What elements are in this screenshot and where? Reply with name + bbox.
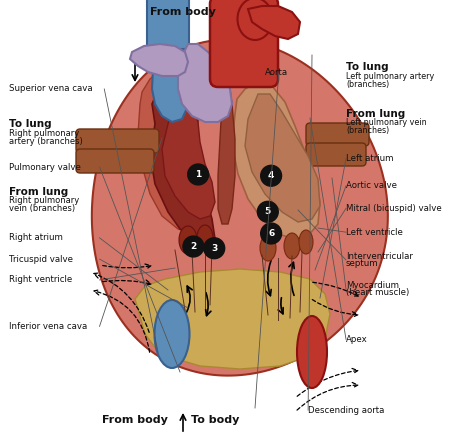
Ellipse shape: [297, 316, 327, 388]
Polygon shape: [218, 0, 272, 54]
Text: Inferior vena cava: Inferior vena cava: [9, 322, 88, 331]
FancyBboxPatch shape: [147, 0, 189, 49]
Text: 2: 2: [190, 242, 197, 251]
Text: septum: septum: [346, 259, 379, 268]
Polygon shape: [152, 0, 188, 122]
Polygon shape: [92, 39, 388, 375]
FancyBboxPatch shape: [306, 143, 366, 166]
Text: Aorta: Aorta: [264, 69, 288, 77]
Text: 3: 3: [211, 244, 218, 253]
Text: Pulmonary valve: Pulmonary valve: [9, 163, 82, 171]
Text: Mitral (bicuspid) valve: Mitral (bicuspid) valve: [346, 204, 442, 213]
Text: To lung: To lung: [346, 62, 389, 72]
Text: Right atrium: Right atrium: [9, 233, 64, 242]
Text: (branches): (branches): [346, 126, 389, 135]
Text: Left pulmonary artery: Left pulmonary artery: [346, 72, 434, 81]
Text: Left atrium: Left atrium: [346, 154, 393, 163]
Circle shape: [261, 223, 282, 244]
Text: From lung: From lung: [346, 108, 405, 119]
Text: To lung: To lung: [9, 118, 52, 129]
Polygon shape: [248, 6, 300, 39]
Text: Myocardium: Myocardium: [346, 281, 399, 290]
Ellipse shape: [179, 226, 197, 254]
Text: 1: 1: [195, 170, 201, 179]
Polygon shape: [130, 44, 188, 76]
Circle shape: [204, 238, 225, 259]
Polygon shape: [135, 269, 330, 369]
Polygon shape: [178, 44, 232, 122]
Text: 6: 6: [268, 229, 274, 238]
Text: Tricuspid valve: Tricuspid valve: [9, 255, 73, 263]
Text: Right pulmonary: Right pulmonary: [9, 197, 80, 205]
Text: From body: From body: [150, 7, 215, 17]
Text: (heart muscle): (heart muscle): [346, 289, 409, 297]
Ellipse shape: [260, 235, 276, 261]
Text: Right pulmonary: Right pulmonary: [9, 129, 80, 138]
Circle shape: [188, 164, 209, 185]
FancyBboxPatch shape: [76, 129, 159, 153]
Polygon shape: [150, 66, 215, 244]
Polygon shape: [138, 66, 210, 234]
Circle shape: [261, 165, 282, 186]
Text: Descending aorta: Descending aorta: [308, 406, 384, 414]
Ellipse shape: [155, 300, 190, 368]
Text: (branches): (branches): [346, 80, 389, 89]
Ellipse shape: [284, 233, 300, 259]
Polygon shape: [245, 94, 320, 222]
Text: Left pulmonary vein: Left pulmonary vein: [346, 118, 427, 127]
Text: 4: 4: [268, 171, 274, 180]
Circle shape: [257, 201, 278, 222]
Text: 5: 5: [264, 207, 271, 216]
Polygon shape: [162, 102, 215, 219]
Text: Left ventricle: Left ventricle: [346, 228, 403, 237]
Text: From body: From body: [102, 415, 168, 425]
Ellipse shape: [299, 230, 313, 254]
Text: vein (branches): vein (branches): [9, 204, 76, 213]
Ellipse shape: [197, 225, 213, 251]
Text: To body: To body: [191, 415, 240, 425]
Polygon shape: [218, 74, 235, 224]
Text: Aortic valve: Aortic valve: [346, 181, 397, 190]
FancyBboxPatch shape: [306, 123, 369, 146]
Circle shape: [183, 236, 204, 257]
FancyBboxPatch shape: [210, 0, 278, 87]
Polygon shape: [232, 82, 320, 239]
Ellipse shape: [237, 0, 273, 40]
Text: Apex: Apex: [346, 335, 368, 344]
Text: artery (branches): artery (branches): [9, 137, 83, 145]
Text: Superior vena cava: Superior vena cava: [9, 85, 93, 93]
Text: Interventricular: Interventricular: [346, 252, 413, 260]
FancyBboxPatch shape: [76, 149, 154, 173]
Text: Right ventricle: Right ventricle: [9, 276, 73, 284]
Text: From lung: From lung: [9, 187, 69, 197]
